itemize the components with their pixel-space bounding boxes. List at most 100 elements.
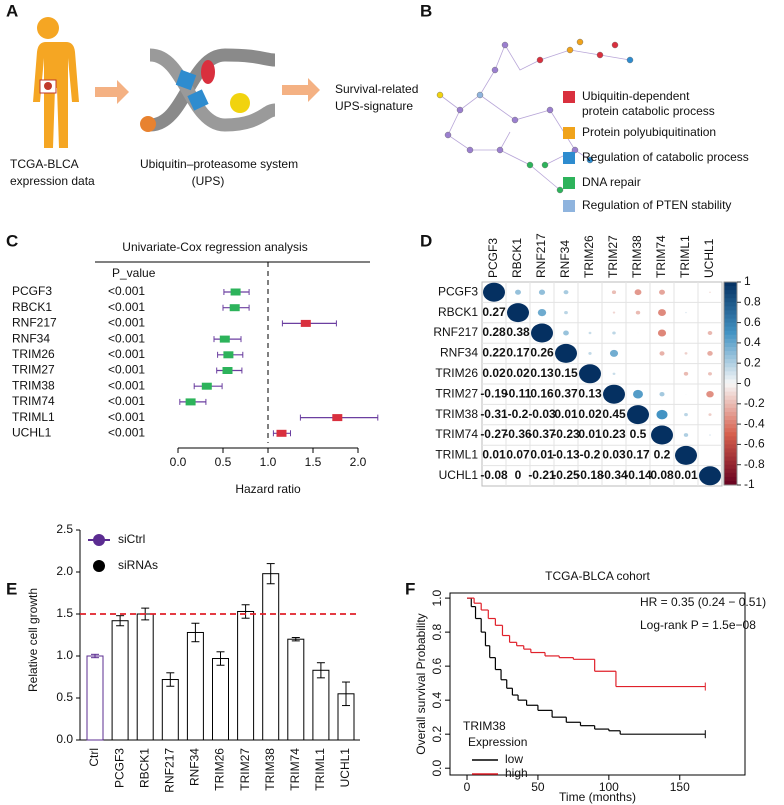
row-label: UCHL1: [12, 425, 52, 439]
row-label: UCHL1: [439, 468, 479, 482]
corr-circle: [707, 351, 713, 356]
corr-circle: [603, 384, 625, 404]
panel-label: D: [420, 231, 432, 250]
legend-swatch: [563, 200, 575, 212]
colorbar-step: [724, 472, 737, 478]
corr-value: 0.02: [506, 366, 530, 380]
legend-label: siRNAs: [118, 558, 158, 572]
corr-circle: [612, 372, 616, 376]
legend-label: DNA repair: [582, 175, 641, 189]
legend-title: TRIM38: [463, 719, 506, 733]
corr-value: 0.15: [554, 366, 578, 380]
corr-value: 0.13: [578, 386, 602, 400]
colorbar-step: [724, 436, 737, 441]
panel-label: F: [405, 579, 415, 598]
network-nodes: [436, 38, 634, 194]
corr-value: 0.01: [674, 468, 698, 482]
colorbar-step: [724, 342, 737, 348]
corr-circle: [707, 331, 713, 335]
row-label: TRIML1: [12, 410, 55, 424]
column-label: RBCK1: [510, 238, 524, 278]
colorbar-step: [724, 420, 737, 425]
colorbar-step: [724, 371, 737, 376]
p-value: <0.001: [108, 410, 145, 424]
x-tick-label: RNF217: [162, 748, 176, 793]
row-label: TRIM26: [12, 347, 55, 361]
y-tick-label: 1.5: [56, 606, 73, 620]
corr-value: 0.02: [482, 366, 506, 380]
colorbar-step: [724, 338, 737, 344]
x-tick-label: TRIM38: [263, 748, 277, 791]
corr-value: 0.45: [602, 407, 626, 421]
colorbar-step: [724, 282, 737, 287]
colorbar-label: 0.8: [744, 294, 761, 308]
corr-value: 0.01: [530, 448, 554, 462]
corr-value: -0.36: [504, 427, 532, 441]
corr-value: 0.07: [506, 448, 530, 462]
a-text: expression data: [10, 174, 95, 188]
x-tick-label: TRIM74: [288, 748, 302, 791]
y-tick-label: 0.0: [56, 732, 73, 746]
corr-circle: [708, 372, 712, 376]
colorbar-step: [724, 306, 737, 311]
colorbar-step: [724, 411, 737, 417]
legend-marker: [93, 534, 105, 546]
colorbar-step: [724, 428, 737, 433]
bar: [111, 620, 129, 741]
p-value: <0.001: [108, 347, 145, 361]
row-label: TRIM38: [435, 407, 478, 421]
column-label: TRIM74: [654, 235, 668, 278]
corr-value: -0.31: [480, 407, 508, 421]
column-label: TRIM27: [606, 235, 620, 278]
colorbar-step: [724, 424, 737, 429]
colorbar-step: [724, 346, 737, 352]
legend-label: high: [505, 766, 528, 780]
corr-value: -0.25: [552, 468, 580, 482]
human-figure: [30, 17, 79, 148]
row-label: RNF217: [12, 316, 57, 330]
corr-value: -0.21: [528, 468, 556, 482]
x-tick-label: 0.0: [170, 455, 187, 469]
bar: [212, 658, 229, 741]
x-tick-label: 2.0: [350, 455, 367, 469]
row-label: TRIM74: [435, 427, 478, 441]
x-axis-label: Time (months): [559, 790, 636, 804]
legend-label: Regulation of catabolic process: [582, 150, 749, 164]
colorbar-step: [724, 310, 737, 315]
x-tick-label: 0.5: [215, 455, 232, 469]
x-tick-label: UCHL1: [338, 748, 352, 788]
y-tick-label: 0.2: [430, 726, 444, 743]
colorbar-step: [724, 415, 737, 421]
colorbar-step: [724, 403, 737, 409]
corr-value: -0.14: [624, 468, 652, 482]
column-header: P_value: [112, 266, 156, 280]
colorbar-step: [724, 383, 737, 389]
colorbar-step: [724, 387, 737, 393]
corr-circle: [683, 371, 689, 376]
colorbar-label: -1: [744, 477, 755, 491]
y-axis-label: Overall survival Probability: [414, 613, 428, 754]
colorbar-step: [724, 355, 737, 360]
corr-circle: [651, 425, 673, 445]
colorbar-step: [724, 334, 737, 340]
corr-circle: [684, 412, 688, 417]
bar: [161, 679, 179, 741]
corr-circle: [706, 390, 714, 398]
x-tick-label: TRIM27: [238, 748, 252, 791]
corr-circle: [627, 405, 649, 425]
colorbar-step: [724, 460, 737, 466]
colorbar-label: -0.2: [744, 396, 765, 410]
column-label: UCHL1: [702, 238, 716, 278]
corr-circle: [515, 289, 521, 295]
column-label: RNF217: [534, 233, 548, 278]
colorbar-step: [724, 407, 737, 413]
annotation: HR = 0.35 (0.24 − 0.51): [640, 595, 766, 609]
legend-label: protein catabolic process: [582, 104, 715, 118]
corr-value: -0.18: [576, 468, 604, 482]
corr-value: 0.02: [578, 407, 602, 421]
colorbar-step: [724, 330, 737, 336]
colorbar-step: [724, 314, 737, 320]
column-label: PCGF3: [486, 238, 500, 278]
hr-box: [222, 367, 233, 374]
